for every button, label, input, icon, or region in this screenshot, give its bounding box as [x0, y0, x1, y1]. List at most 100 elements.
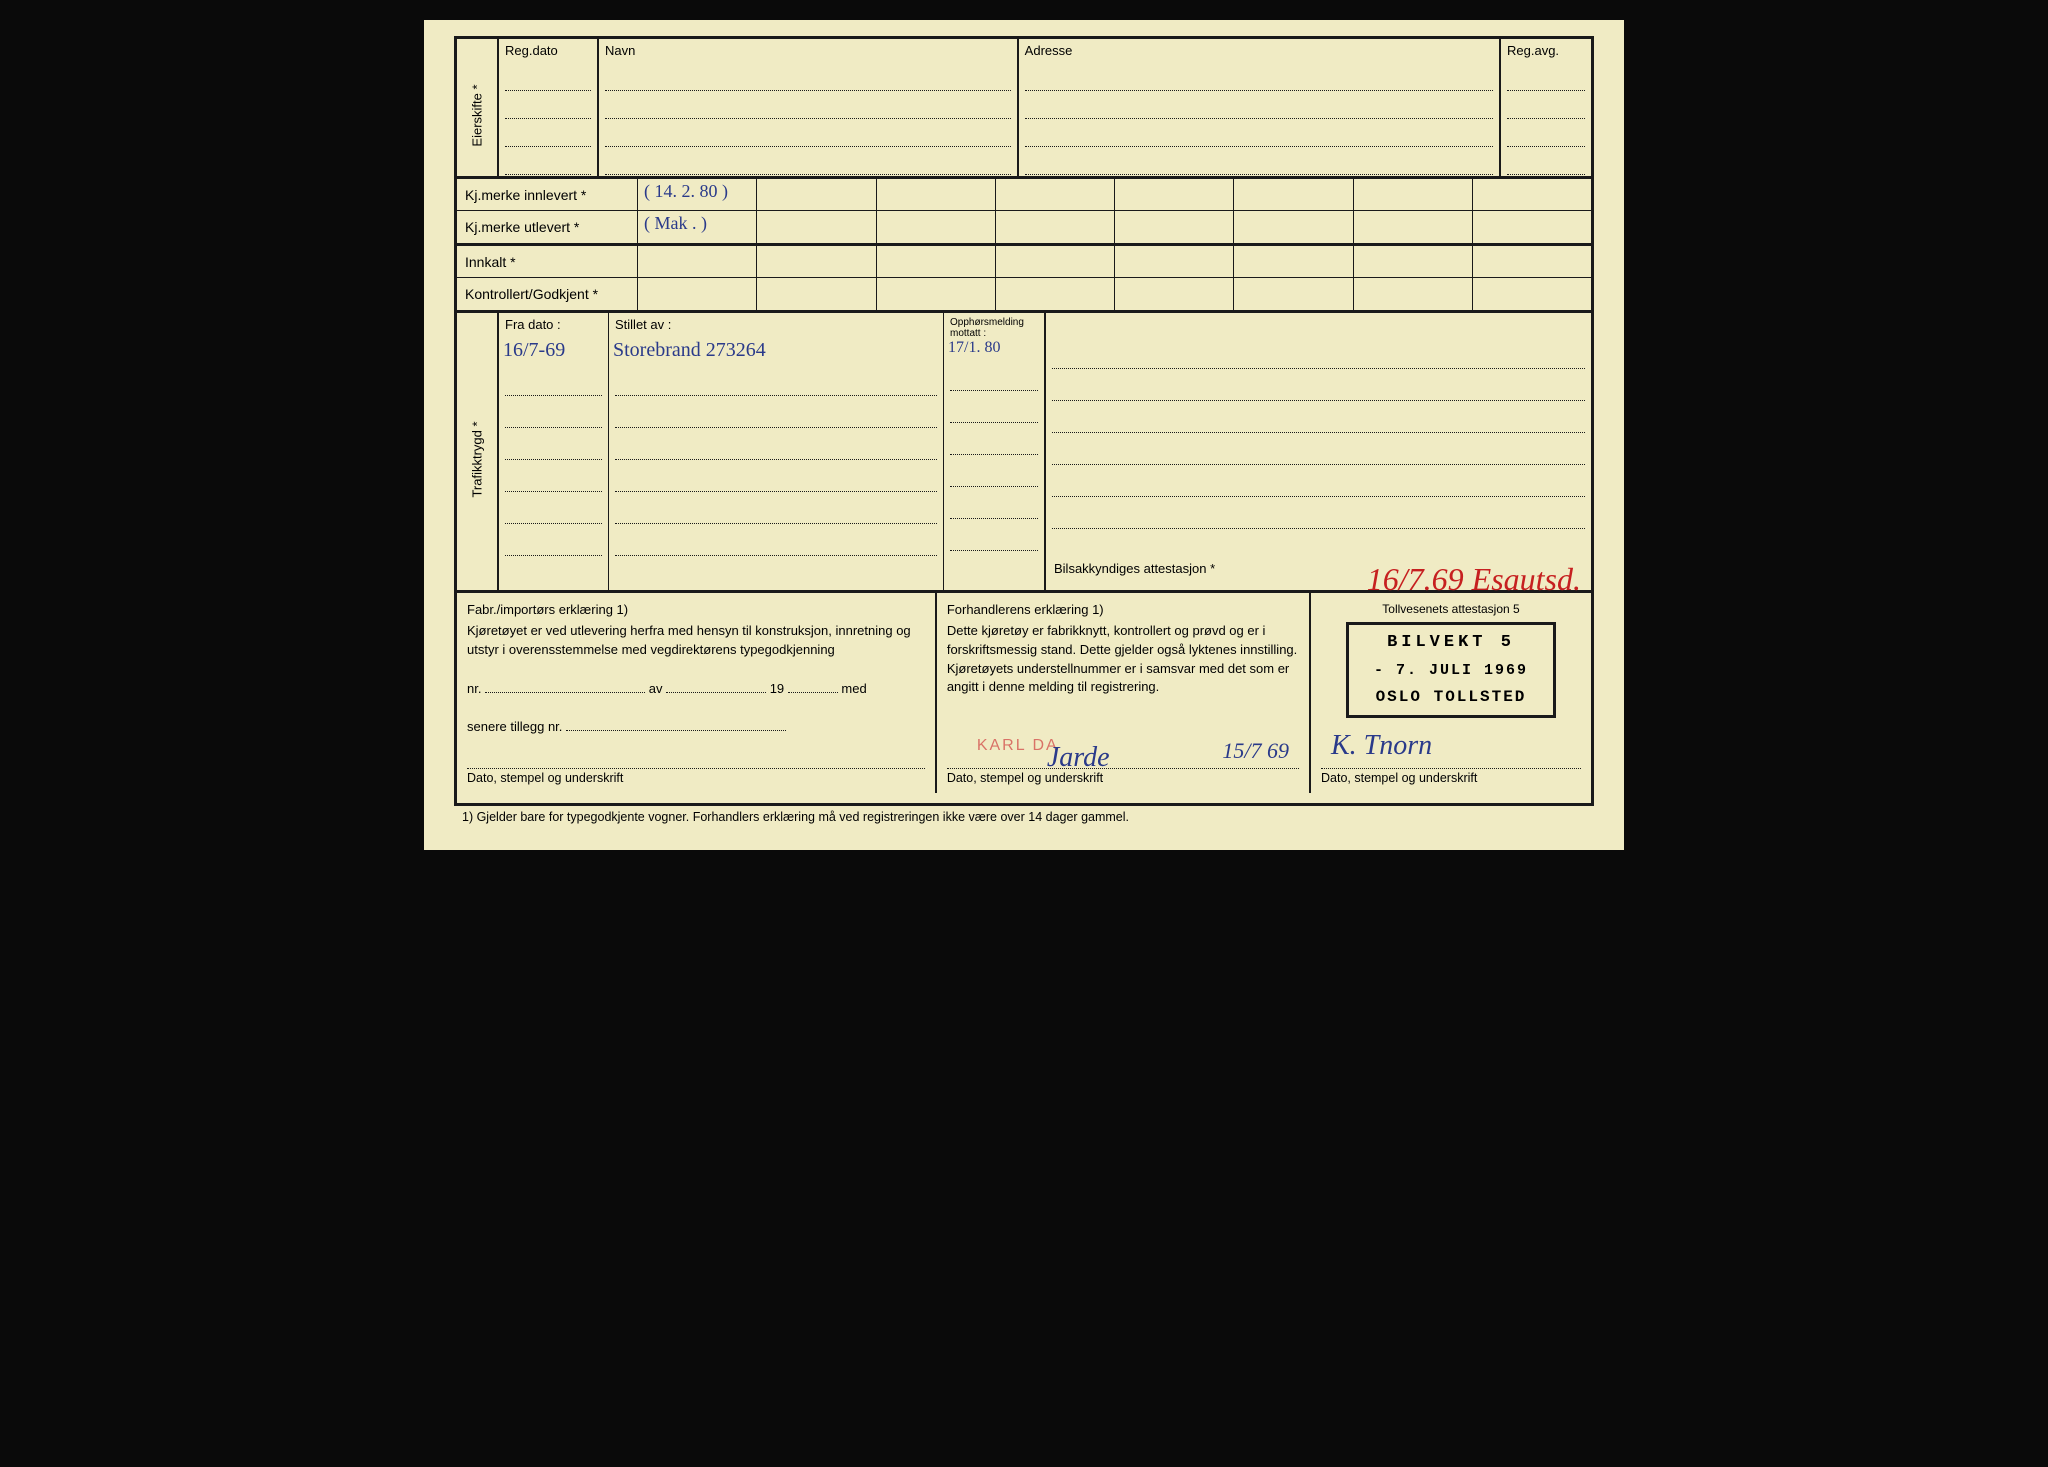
cell: [1233, 246, 1352, 277]
stamp-line3: OSLO TOLLSTED: [1361, 686, 1541, 709]
cell: [1472, 246, 1591, 277]
col-adresse: Adresse: [1019, 39, 1501, 176]
dotted-line: [1507, 147, 1585, 175]
fabr-title: Fabr./importørs erklæring 1): [467, 601, 925, 620]
nr-prefix: nr.: [467, 681, 481, 696]
dotted-line: [1052, 497, 1585, 529]
tollvesen-declaration: Tollvesenets attestasjon 5 BILVEKT 5 - 7…: [1311, 593, 1591, 793]
col-regdato: Reg.dato: [499, 39, 599, 176]
trafikktrygd-section: Trafikktrygd * Fra dato : 16/7-69: [457, 313, 1591, 593]
col-opphor: Opphørsmelding mottatt : 17/1. 80: [944, 313, 1044, 590]
dotted-line: [950, 455, 1038, 487]
nr-line: nr. av 19 med: [467, 680, 925, 699]
fradato-rows: [499, 364, 608, 556]
cell: [1353, 246, 1472, 277]
dotted-line: [615, 396, 937, 428]
forhandler-declaration: Forhandlerens erklæring 1) Dette kjøretø…: [937, 593, 1311, 793]
cell: [876, 278, 995, 310]
forh-sig-label: Dato, stempel og underskrift: [947, 769, 1103, 787]
dotted-line: [950, 391, 1038, 423]
av-label: av: [649, 681, 663, 696]
col-stillet: Stillet av : Storebrand 273264: [609, 313, 944, 590]
kontrollert-label: Kontrollert/Godkjent *: [457, 286, 637, 302]
dotted-line: [615, 524, 937, 556]
dotted-line: [605, 63, 1011, 91]
dotted-line: [505, 119, 591, 147]
year-prefix: 19: [770, 681, 784, 696]
eierskifte-label: Eierskifte *: [470, 75, 485, 155]
footnote: 1) Gjelder bare for typegodkjente vogner…: [454, 806, 1594, 824]
med-label: med: [841, 681, 866, 696]
av-field: [666, 692, 766, 693]
cell: [995, 246, 1114, 277]
nr-field: [485, 692, 645, 693]
adresse-header: Adresse: [1019, 39, 1499, 63]
dotted-line: [950, 359, 1038, 391]
fabr-body: Kjøretøyet er ved utlevering herfra med …: [467, 622, 925, 660]
dotted-line: [950, 487, 1038, 519]
fradato-header: Fra dato :: [499, 313, 608, 337]
forh-date: 15/7 69: [1222, 735, 1289, 767]
cell: [756, 211, 875, 243]
dotted-line: [505, 396, 602, 428]
fabr-sig-label: Dato, stempel og underskrift: [467, 769, 623, 787]
kjmerke-innlevert-cells: ( 14. 2. 80 ): [637, 179, 1591, 210]
dotted-line: [505, 364, 602, 396]
innkalt-label: Innkalt *: [457, 254, 637, 270]
opphor-value: 17/1. 80: [944, 337, 1044, 359]
regavg-rows: [1501, 63, 1591, 175]
cell: [876, 211, 995, 243]
cell: [1353, 211, 1472, 243]
dotted-line: [615, 364, 937, 396]
stillet-rows: [609, 364, 943, 556]
fabrikant-declaration: Fabr./importørs erklæring 1) Kjøretøyet …: [457, 593, 937, 793]
toll-sig-label: Dato, stempel og underskrift: [1321, 769, 1477, 787]
cell: [1353, 278, 1472, 310]
tillegg-field: [566, 730, 786, 731]
dotted-line: [605, 91, 1011, 119]
eierskifte-section: Eierskifte * Reg.dato Navn: [457, 39, 1591, 179]
dotted-line: [605, 147, 1011, 175]
stillet-value: Storebrand 273264: [609, 337, 943, 364]
cell: [876, 246, 995, 277]
dotted-line: [1025, 119, 1493, 147]
dotted-line: [1507, 119, 1585, 147]
dotted-line: [1052, 465, 1585, 497]
registration-form-document: Eierskifte * Reg.dato Navn: [424, 20, 1624, 850]
cell: [756, 179, 875, 210]
col-navn: Navn: [599, 39, 1019, 176]
opphor-header: Opphørsmelding mottatt :: [944, 313, 1044, 337]
trafikktrygd-vlabel: Trafikktrygd *: [457, 313, 499, 590]
dotted-line: [505, 63, 591, 91]
tillegg-prefix: senere tillegg nr.: [467, 719, 562, 734]
cell: [756, 278, 875, 310]
cell: [637, 278, 756, 310]
kontrollert-row: Kontrollert/Godkjent *: [457, 278, 1591, 310]
dotted-line: [615, 460, 937, 492]
cell: [1472, 278, 1591, 310]
toll-signature: K. Tnorn: [1331, 726, 1432, 767]
dotted-line: [615, 492, 937, 524]
cell: [1114, 278, 1233, 310]
dotted-line: [950, 519, 1038, 551]
trafikk-right: Bilsakkyndiges attestasjon * 16/7.69 Esa…: [1046, 313, 1591, 590]
customs-stamp: BILVEKT 5 - 7. JULI 1969 OSLO TOLLSTED: [1346, 622, 1556, 718]
trafikk-left: Fra dato : 16/7-69 Stillet av :: [499, 313, 1046, 590]
dotted-line: [505, 147, 591, 175]
dotted-line: [505, 460, 602, 492]
kontrollert-cells: [637, 278, 1591, 310]
kjmerke-section: Kj.merke innlevert * ( 14. 2. 80 ) Kj.me…: [457, 179, 1591, 246]
col-regavg: Reg.avg.: [1501, 39, 1591, 176]
cell: [1233, 278, 1352, 310]
kjmerke-utlevert-cells: ( Mak . ): [637, 211, 1591, 243]
innkalt-row: Innkalt *: [457, 246, 1591, 278]
kjmerke-utlevert-label: Kj.merke utlevert *: [457, 219, 637, 235]
dotted-line: [505, 492, 602, 524]
dotted-line: [1507, 63, 1585, 91]
cell: [876, 179, 995, 210]
forh-body: Dette kjøretøy er fabrikknytt, kontrolle…: [947, 622, 1299, 697]
kjmerke-utlevert-row: Kj.merke utlevert * ( Mak . ): [457, 211, 1591, 243]
cell: [1353, 179, 1472, 210]
dotted-line: [605, 119, 1011, 147]
regdato-header: Reg.dato: [499, 39, 597, 63]
